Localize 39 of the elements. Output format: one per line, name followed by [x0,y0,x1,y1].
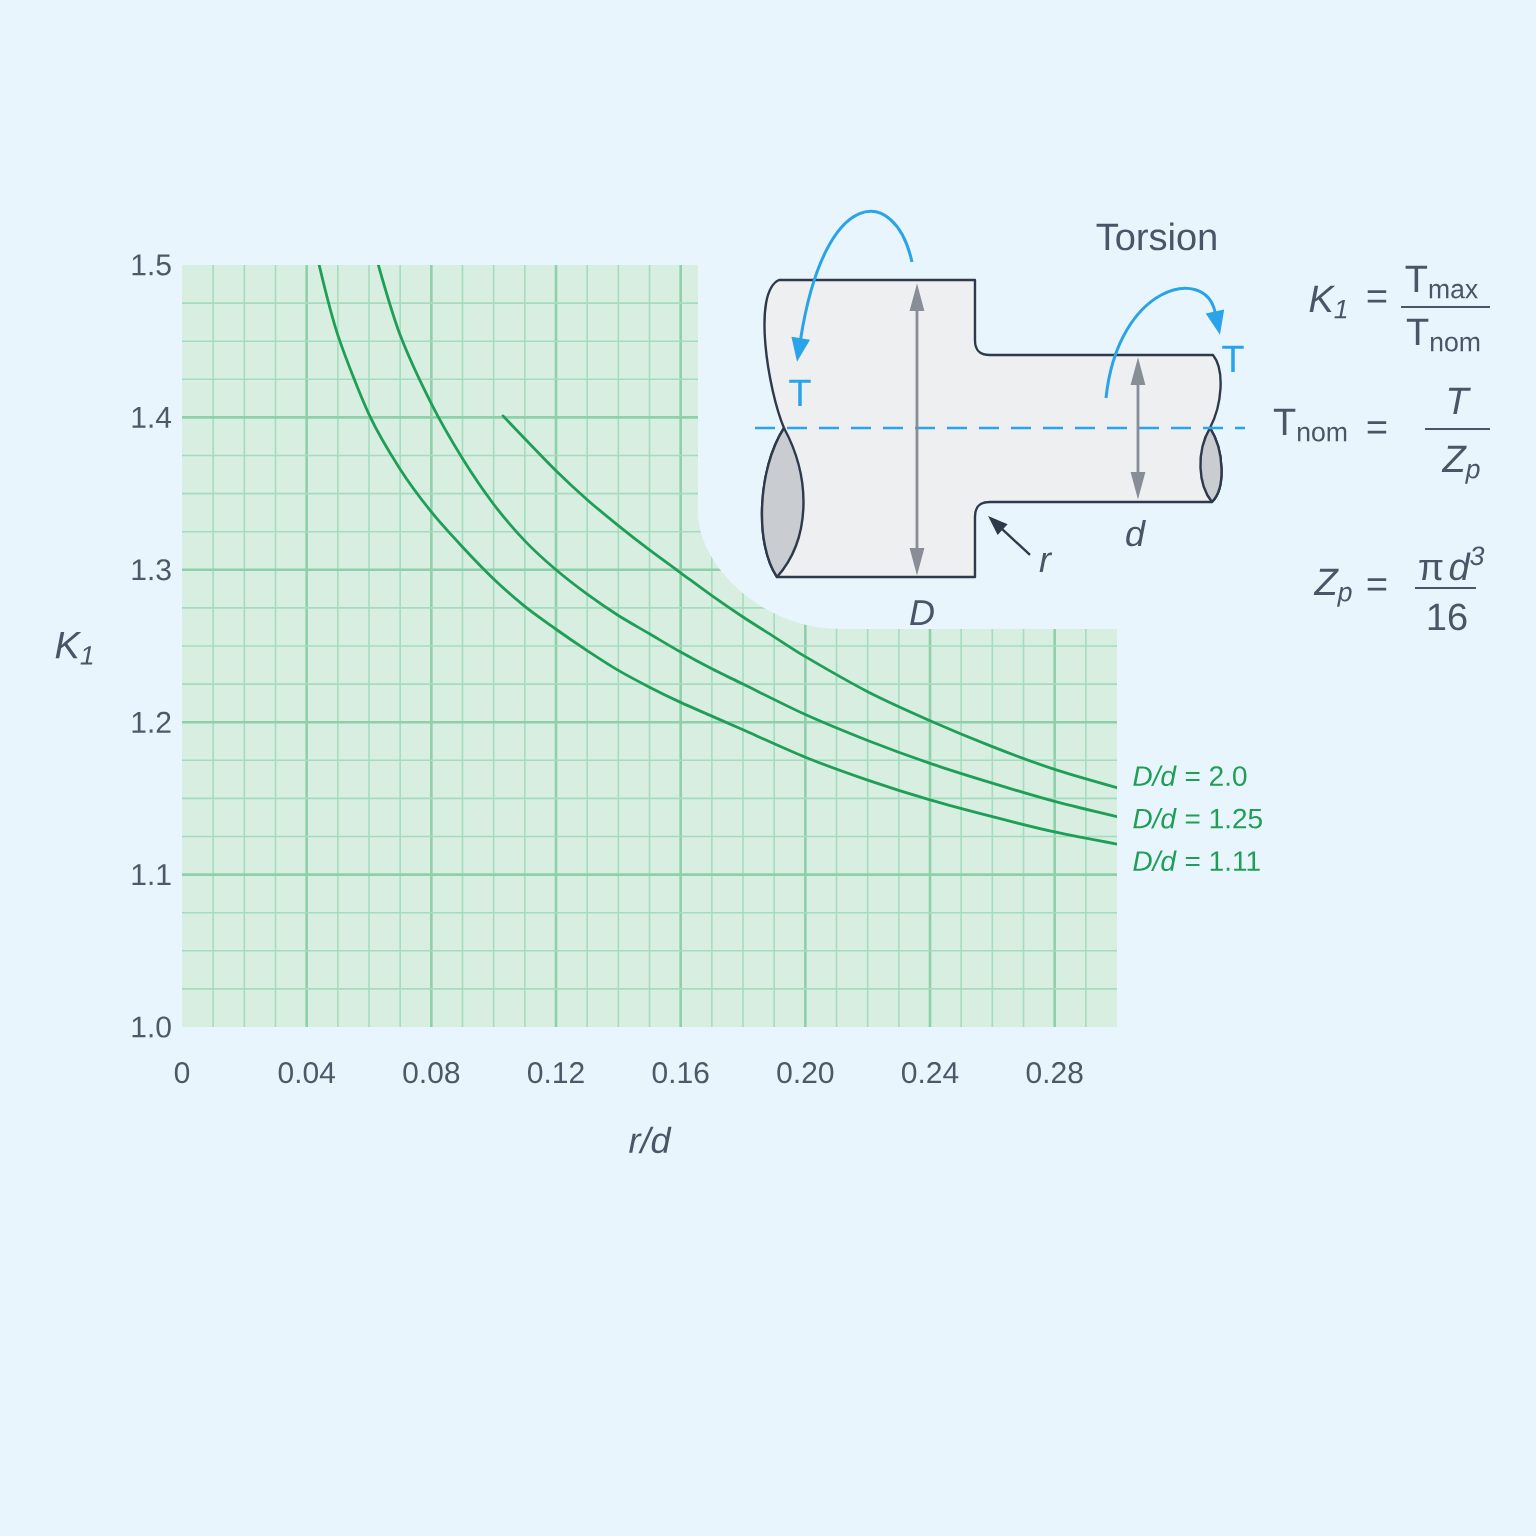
text: T [1448,387,1471,414]
text: T$_{nom}$ [1273,408,1347,442]
y-tick-label: 1.2 [132,711,171,733]
annotation: r [1039,552,1053,572]
text: Z$_{p}$ [1313,568,1352,607]
y-tick-label: 1.3 [132,559,171,581]
series-label: D/d = 1.11 [1133,850,1260,872]
text: π [1419,559,1443,581]
x-tick-label: 0 [174,1062,190,1084]
line-series [501,414,1118,790]
text: = [1367,290,1387,303]
text: T [1222,345,1244,372]
x-tick-label: 0.24 [902,1062,959,1084]
x-tick-label: 0.08 [403,1062,460,1084]
text: Torsion [1096,222,1216,251]
text: T$_{nom}$ [1406,318,1480,352]
text: d [1126,519,1146,547]
text: T$_{max}$ [1405,265,1478,299]
series-label: D/d = 1.25 [1133,807,1262,829]
x-tick-label: 0.20 [777,1062,834,1084]
series-label: D/d = 2.0 [1133,765,1247,787]
y-tick-label: 1.4 [132,407,172,428]
text: = [1367,421,1387,434]
text: Z$_{p}$ [1441,445,1480,484]
x-axis-title: r/d [629,1126,672,1154]
y-tick-label: 1.0 [132,1016,171,1038]
y-tick-label: 1.5 [132,254,171,276]
x-tick-label: 0.04 [278,1062,335,1084]
text: K$_{1}$ [1309,285,1347,319]
x-tick-label: 0.16 [652,1062,709,1084]
annotation: T [789,379,811,406]
y-tick-label: 1.1 [132,864,171,885]
text: = [1367,578,1387,591]
text: d$^{3}$ [1449,546,1485,581]
x-tick-label: 0.12 [528,1062,584,1084]
y-axis-title: K$_{1}$ [55,632,93,665]
annotation: D [910,600,934,625]
x-tick-label: 0.28 [1026,1062,1083,1084]
text: 16 [1428,603,1467,631]
